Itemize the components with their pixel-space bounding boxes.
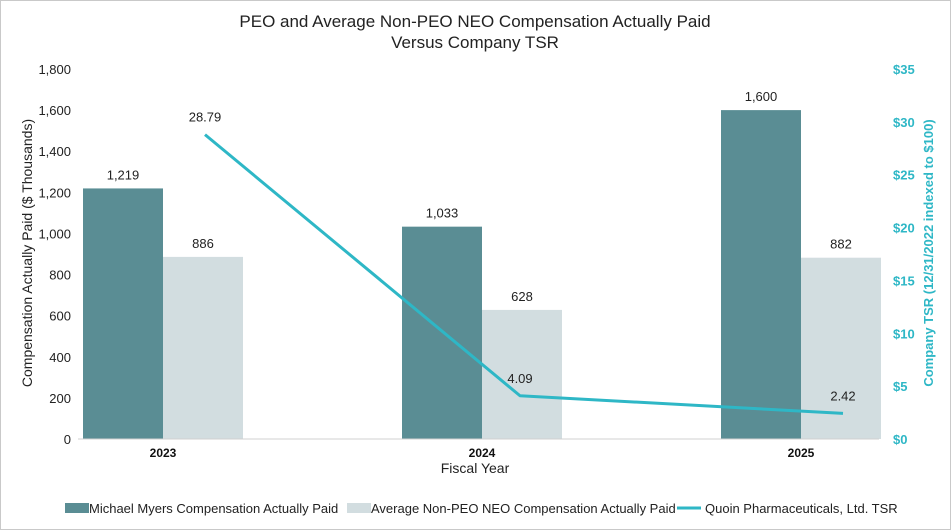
legend-swatch-pcap [65, 503, 89, 513]
x-category-label: 2024 [469, 446, 496, 460]
y-tick-label: 1,800 [38, 62, 71, 77]
bar-value-label: 1,219 [107, 167, 140, 182]
y-tick-label: 1,000 [38, 226, 71, 241]
y2-tick-label: $5 [893, 379, 907, 394]
y2-tick-label: $15 [893, 273, 915, 288]
legend: Michael Myers Compensation Actually Paid… [65, 501, 898, 516]
legend-label-pcap: Michael Myers Compensation Actually Paid [89, 501, 338, 516]
y-tick-label: 1,200 [38, 185, 71, 200]
bar [83, 188, 163, 439]
y-tick-label: 0 [64, 432, 71, 447]
y-tick-label: 1,400 [38, 144, 71, 159]
y2-tick-label: $10 [893, 326, 915, 341]
y2-tick-label: $20 [893, 221, 915, 236]
bar [721, 110, 801, 439]
y2-tick-label: $30 [893, 115, 915, 130]
y-tick-label: 400 [49, 350, 71, 365]
legend-label-tsr: Quoin Pharmaceuticals, Ltd. TSR [705, 501, 898, 516]
y-tick-label: 800 [49, 268, 71, 283]
x-category-label: 2025 [788, 446, 815, 460]
bar-value-label: 1,600 [745, 89, 778, 104]
bar [801, 257, 881, 439]
bar [163, 256, 243, 439]
x-category-label: 2023 [150, 446, 177, 460]
y-axis-title: Compensation Actually Paid ($ Thousands) [19, 119, 35, 387]
tsr-line [204, 133, 844, 415]
y-tick-label: 1,600 [38, 103, 71, 118]
y2-tick-label: $35 [893, 62, 915, 77]
bar-value-label: 628 [511, 289, 533, 304]
tsr-point-label: 2.42 [830, 388, 855, 403]
y-tick-label: 200 [49, 391, 71, 406]
y2-tick-label: $0 [893, 432, 907, 447]
legend-label-nonpeo: Average Non-PEO NEO Compensation Actuall… [371, 501, 676, 516]
bar-value-label: 1,033 [426, 206, 459, 221]
tsr-point-label: 4.09 [507, 371, 532, 386]
y2-axis-title: Company TSR (12/31/2022 indexed to $100) [921, 119, 936, 386]
legend-swatch-nonpeo [347, 503, 371, 513]
x-axis-title: Fiscal Year [441, 460, 510, 476]
y2-tick-label: $25 [893, 168, 915, 183]
y-tick-label: 600 [49, 309, 71, 324]
chart-subtitle: Versus Company TSR [391, 33, 559, 52]
chart-title: PEO and Average Non-PEO NEO Compensation… [239, 12, 710, 31]
tsr-point-label: 28.79 [189, 110, 222, 125]
bar-value-label: 886 [192, 236, 214, 251]
bar-value-label: 882 [830, 237, 852, 252]
